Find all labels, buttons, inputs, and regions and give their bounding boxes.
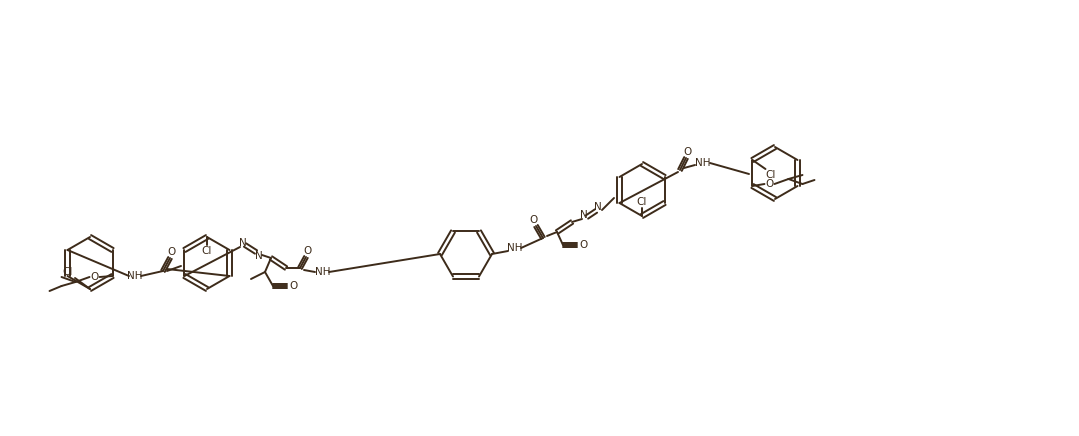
Text: O: O [578, 240, 587, 250]
Text: O: O [91, 272, 98, 282]
Text: Cl: Cl [202, 246, 213, 256]
Text: O: O [304, 246, 312, 256]
Text: N: N [581, 210, 588, 220]
Text: O: O [530, 215, 538, 225]
Text: O: O [168, 247, 176, 257]
Text: NH: NH [507, 243, 522, 253]
Text: N: N [595, 202, 602, 212]
Text: NH: NH [315, 267, 331, 277]
Text: Cl: Cl [765, 170, 776, 180]
Text: O: O [765, 179, 774, 189]
Text: O: O [289, 281, 297, 291]
Text: NH: NH [695, 158, 711, 168]
Text: NH: NH [127, 271, 142, 281]
Text: Cl: Cl [637, 197, 647, 207]
Text: O: O [684, 147, 692, 157]
Text: N: N [255, 251, 263, 261]
Text: N: N [240, 238, 247, 248]
Text: Cl: Cl [63, 267, 73, 277]
